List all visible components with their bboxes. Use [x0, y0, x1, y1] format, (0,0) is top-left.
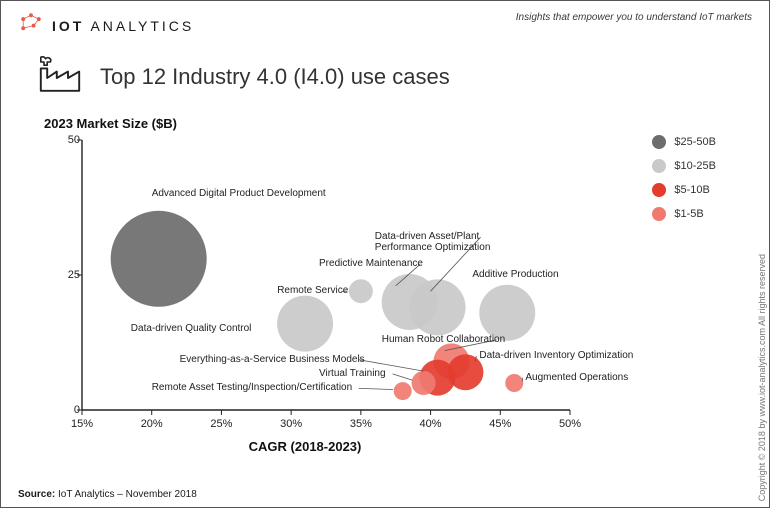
brand-name: IOT ANALYTICS — [52, 18, 194, 34]
bubble-label: Additive Production — [472, 269, 558, 280]
page-title: Top 12 Industry 4.0 (I4.0) use cases — [100, 64, 450, 90]
bubble-chart: 2023 Market Size ($B) CAGR (2018-2023) 0… — [40, 120, 570, 450]
legend-label: $25-50B — [674, 136, 716, 148]
legend-item: $1-5B — [652, 202, 716, 226]
x-axis-title: CAGR (2018-2023) — [249, 439, 362, 454]
header: IOT ANALYTICS Insights that empower you … — [18, 10, 752, 50]
x-tick-label: 30% — [280, 418, 302, 430]
bubble — [505, 374, 523, 392]
y-axis-title: 2023 Market Size ($B) — [44, 116, 177, 131]
brand-tagline: Insights that empower you to understand … — [516, 12, 752, 23]
bubble-label: Advanced Digital Product Development — [152, 188, 326, 199]
legend-dot — [652, 135, 666, 149]
bubble-label: Virtual Training — [319, 368, 386, 379]
bubble — [277, 296, 333, 352]
bubble-label: Human Robot Collaboration — [382, 334, 505, 345]
legend-item: $5-10B — [652, 178, 716, 202]
x-tick-label: 35% — [350, 418, 372, 430]
x-tick-label: 25% — [210, 418, 232, 430]
brand-name-bold: IOT — [52, 18, 84, 34]
legend-label: $5-10B — [674, 184, 709, 196]
legend-item: $10-25B — [652, 154, 716, 178]
copyright-text: Copyright © 2018 by www.iot-analytics.co… — [757, 254, 767, 501]
legend-dot — [652, 159, 666, 173]
bubble — [111, 211, 207, 307]
y-tick-label: 0 — [40, 404, 80, 416]
bubble — [412, 371, 436, 395]
source-label: Source: — [18, 489, 55, 500]
legend-dot — [652, 183, 666, 197]
bubble-label: Remote Service — [277, 285, 348, 296]
y-tick-label: 50 — [40, 134, 80, 146]
title-row: Top 12 Industry 4.0 (I4.0) use cases — [36, 54, 450, 99]
legend: $25-50B $10-25B $5-10B $1-5B — [652, 130, 716, 226]
bubble-label: Augmented Operations — [525, 372, 628, 383]
logo-icon — [18, 10, 44, 41]
bubble-label: Remote Asset Testing/Inspection/Certific… — [152, 382, 352, 393]
legend-label: $10-25B — [674, 160, 716, 172]
bubble — [394, 382, 412, 400]
x-tick-label: 50% — [559, 418, 581, 430]
bubble — [479, 285, 535, 341]
source-footer: Source: IoT Analytics – November 2018 — [18, 489, 197, 500]
bubble-label: Data-driven Quality Control — [131, 323, 252, 334]
bubble — [410, 279, 466, 335]
y-tick-label: 25 — [40, 269, 80, 281]
bubble-label: Data-driven Asset/PlantPerformance Optim… — [375, 231, 491, 253]
legend-item: $25-50B — [652, 130, 716, 154]
x-tick-label: 45% — [489, 418, 511, 430]
bubble — [349, 279, 373, 303]
brand-name-light: ANALYTICS — [84, 18, 194, 34]
factory-icon — [36, 54, 84, 99]
source-value: IoT Analytics – November 2018 — [55, 489, 197, 500]
bubble-label: Data-driven Inventory Optimization — [479, 350, 633, 361]
x-tick-label: 15% — [71, 418, 93, 430]
bubble-label: Predictive Maintenance — [319, 258, 423, 269]
x-tick-label: 20% — [141, 418, 163, 430]
bubble-label: Everything-as-a-Service Business Models — [180, 354, 365, 365]
legend-label: $1-5B — [674, 208, 703, 220]
x-tick-label: 40% — [420, 418, 442, 430]
legend-dot — [652, 207, 666, 221]
